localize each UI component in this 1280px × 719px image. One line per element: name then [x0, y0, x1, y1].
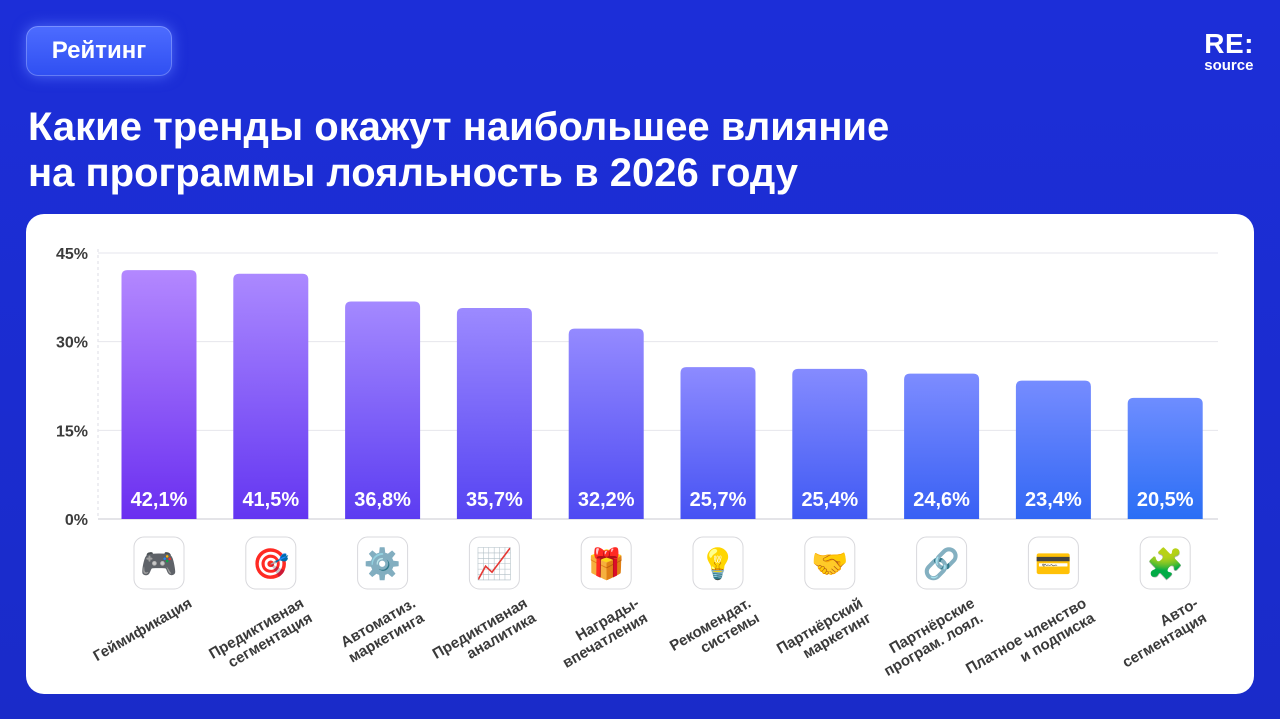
bar	[456, 307, 532, 519]
x-tick-label-line: Геймификация	[90, 595, 195, 665]
gift-icon: 🎁	[588, 546, 625, 581]
data-label: 41,5%	[242, 489, 299, 511]
bar	[792, 368, 868, 519]
y-tick-label: 15%	[56, 423, 88, 440]
data-label: 25,7%	[690, 489, 747, 511]
data-label: 36,8%	[354, 489, 411, 511]
x-tick-label: Предиктивнаяаналитика	[430, 594, 540, 677]
chart-card: 0% 15% 30% 45% 42,1% 41,5% 36,8% 35,7% 32,2% 25,…	[26, 214, 1254, 694]
x-tick-label: Платное членствои подписка	[963, 594, 1098, 692]
icon-box	[580, 536, 632, 590]
bars	[121, 270, 1203, 519]
data-label: 32,2%	[578, 489, 635, 511]
category-labels: Геймификация Предиктивнаясегментация Автом…	[90, 594, 1210, 692]
x-tick-label-text: Партнёрскиймаркетинг	[774, 595, 874, 673]
icon-box	[692, 536, 744, 590]
category-icons: 🎮 🎯 ⚙️ 📈 🎁 💡 🤝 🔗 💳 🧩	[133, 536, 1191, 590]
gear-icon: ⚙️	[364, 546, 401, 581]
value-labels: 42,1% 41,5% 36,8% 35,7% 32,2% 25,7% 25,4% 24,6%…	[131, 489, 1194, 511]
link-icon: 🔗	[923, 545, 960, 582]
x-tick-label-text: Авто-сегментация	[1111, 595, 1210, 672]
icon-box	[1027, 536, 1079, 590]
data-label: 35,7%	[466, 489, 523, 511]
x-tick-label-text: Награды-впечатления	[551, 595, 650, 672]
data-label: 42,1%	[131, 489, 188, 511]
x-tick-label-text: Платное членствои подписка	[963, 594, 1098, 692]
bar	[1127, 397, 1203, 519]
bar	[345, 301, 421, 519]
logo-main-text: RE:	[1204, 28, 1254, 59]
gamepad-icon: 🎮	[140, 548, 177, 581]
title-line-2: на программы лояльность в 2026 году	[28, 151, 799, 195]
icon-box	[804, 536, 856, 590]
chart-up-icon: 📈	[476, 546, 513, 581]
handshake-icon: 🤝	[811, 548, 848, 581]
x-tick-label-text: Предиктивнаясегментация	[206, 595, 315, 678]
page-title: Какие тренды окажут наибольшее влияние н…	[28, 104, 1128, 196]
bar-chart: 0% 15% 30% 45% 42,1% 41,5% 36,8% 35,7% 32,2% 25,…	[56, 246, 1218, 692]
icon-box	[133, 536, 185, 590]
bar	[680, 367, 756, 519]
x-tick-label: Предиктивнаясегментация	[206, 595, 315, 678]
x-tick-label: Партнёрскиймаркетинг	[774, 595, 874, 673]
bar	[121, 270, 197, 519]
x-tick-label-text: Предиктивнаяаналитика	[430, 594, 540, 677]
x-tick-label-text: Геймификация	[90, 595, 195, 665]
icon-box	[468, 536, 520, 590]
data-label: 25,4%	[801, 489, 858, 511]
puzzle-icon: 🧩	[1147, 546, 1184, 581]
lightbulb-icon: 💡	[699, 546, 736, 581]
bar	[568, 328, 644, 519]
rating-badge: Рейтинг	[26, 26, 172, 76]
x-tick-label: Автоматиз.маркетинга	[337, 594, 428, 667]
y-tick-label: 45%	[56, 246, 88, 263]
credit-card-icon: 💳	[1035, 548, 1072, 581]
icon-box	[1139, 536, 1191, 590]
data-label: 23,4%	[1025, 489, 1082, 511]
data-label: 24,6%	[913, 489, 970, 511]
x-tick-label: Рекомендат.системы	[667, 595, 763, 670]
title-line-1: Какие тренды окажут наибольшее влияние	[28, 105, 890, 149]
logo-sub-text: source	[1204, 57, 1254, 74]
target-icon: 🎯	[252, 547, 289, 581]
resource-logo: RE: source	[1204, 30, 1254, 74]
bar	[1015, 380, 1091, 519]
icon-box	[916, 536, 968, 590]
bar	[904, 373, 980, 519]
x-tick-label-text: Рекомендат.системы	[667, 595, 763, 670]
x-tick-label: Геймификация	[90, 595, 195, 665]
bar	[233, 273, 309, 519]
icon-box	[245, 536, 297, 590]
y-tick-label: 30%	[56, 335, 88, 352]
x-tick-label: Награды-впечатления	[551, 595, 651, 672]
icon-box	[357, 536, 409, 590]
x-tick-label: Авто-сегментация	[1111, 595, 1210, 672]
x-tick-label-text: Автоматиз.маркетинга	[337, 594, 428, 666]
y-tick-label: 0%	[65, 512, 88, 529]
data-label: 20,5%	[1137, 489, 1194, 511]
